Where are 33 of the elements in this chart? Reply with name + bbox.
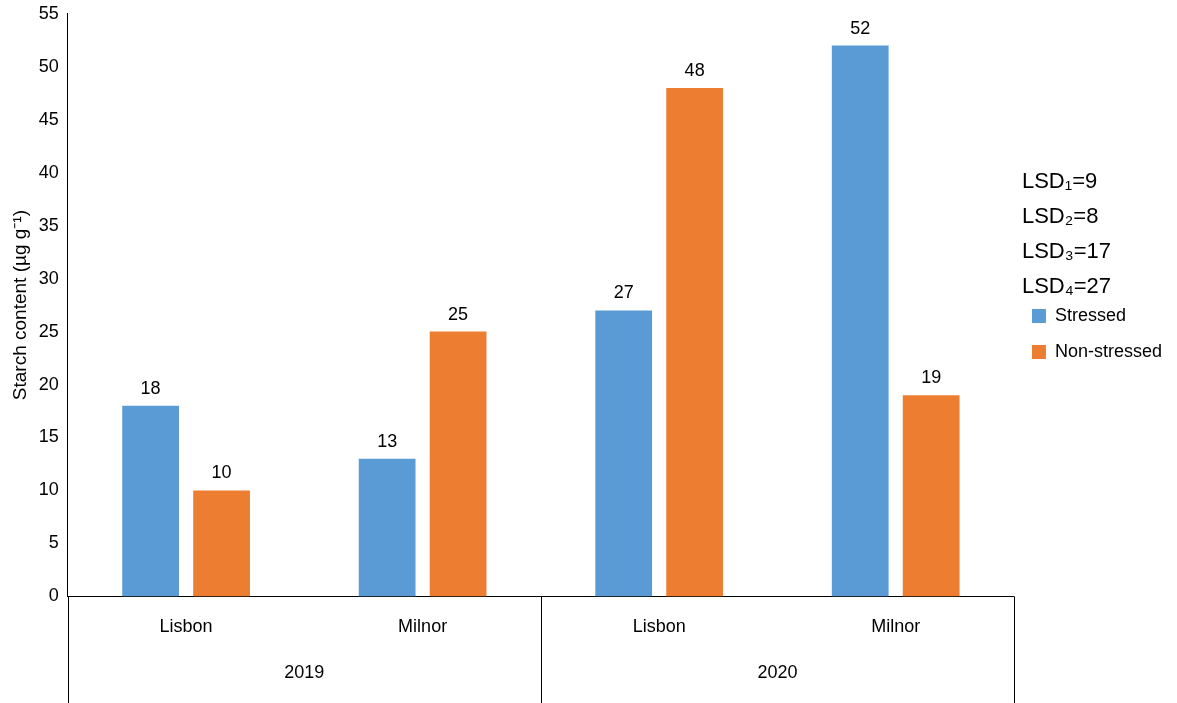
data-label: 10 (211, 462, 232, 483)
x-tick-label: Lisbon (159, 616, 213, 637)
x-tick-label: Lisbon (632, 616, 686, 637)
text: 2020 (757, 662, 798, 683)
y-tick-label: 45 (38, 108, 59, 129)
y-tick-label: 50 (38, 55, 59, 76)
data-label: 19 (921, 367, 942, 388)
legend-label: Stressed (1054, 304, 1126, 325)
y-tick-label: 10 (38, 479, 59, 500)
x-tick-label: Milnor (398, 616, 448, 637)
y-tick-label: 25 (38, 320, 59, 341)
data-label: 18 (140, 377, 161, 398)
text: LSD₁=9 (1021, 168, 1098, 194)
legend-label: Non-stressed (1054, 340, 1162, 361)
text: LSD₂=8 (1021, 203, 1099, 229)
data-label: 25 (448, 303, 469, 324)
data-label: 27 (613, 282, 634, 303)
text: LSD₄=27 (1021, 273, 1112, 299)
x-tick-label: Milnor (871, 616, 921, 637)
text: LSD₃=17 (1021, 238, 1112, 264)
data-label: 52 (850, 17, 871, 38)
y-tick-label: 20 (38, 373, 59, 394)
data-label: 48 (684, 59, 705, 80)
y-tick-label: 5 (48, 532, 59, 553)
text: 2019 (284, 662, 325, 683)
y-tick-label: 40 (38, 161, 59, 182)
y-tick-label: 30 (38, 267, 59, 288)
y-axis-title: Starch content (µg g⁻¹) (8, 210, 30, 401)
y-tick-label: 0 (48, 585, 59, 606)
y-tick-label: 15 (38, 426, 59, 447)
y-tick-label: 35 (38, 214, 59, 235)
data-label: 13 (377, 430, 398, 451)
y-tick-label: 55 (38, 2, 59, 23)
